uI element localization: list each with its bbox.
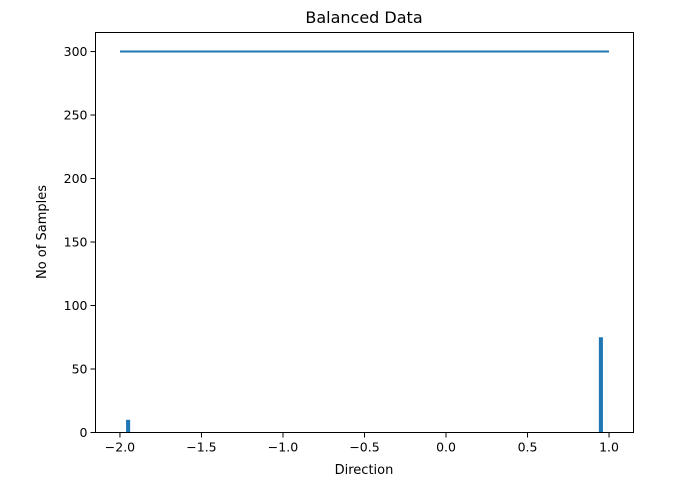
x-tick-label: −1.0	[268, 440, 298, 455]
x-tick-label: −2.0	[105, 440, 135, 455]
y-tick-label: 300	[64, 44, 88, 59]
plot-area	[119, 50, 610, 433]
y-tick-label: 100	[64, 298, 88, 313]
y-tick-label: 0	[80, 425, 88, 440]
plot-frame	[95, 32, 634, 433]
x-axis-label: Direction	[335, 463, 394, 478]
x-tick-label: 0.0	[436, 440, 456, 455]
x-tick-label: 1.0	[599, 440, 619, 455]
chart-title: Balanced Data	[305, 8, 422, 27]
y-tick-label: 250	[64, 108, 88, 123]
y-tick-label: 50	[72, 362, 88, 377]
bar-1	[598, 337, 603, 433]
y-axis-ticks: 0 50 100 150 200 250 300	[64, 44, 96, 440]
x-tick-label: −0.5	[349, 440, 379, 455]
x-tick-label: 0.5	[518, 440, 538, 455]
y-axis-label: No of Samples	[35, 185, 50, 279]
x-axis-ticks: −2.0 −1.5 −1.0 −0.5 0.0 0.5 1.0	[105, 432, 619, 455]
bar-0	[126, 419, 131, 433]
y-tick-label: 200	[64, 171, 88, 186]
x-tick-label: −1.5	[186, 440, 216, 455]
y-tick-label: 150	[64, 235, 88, 250]
